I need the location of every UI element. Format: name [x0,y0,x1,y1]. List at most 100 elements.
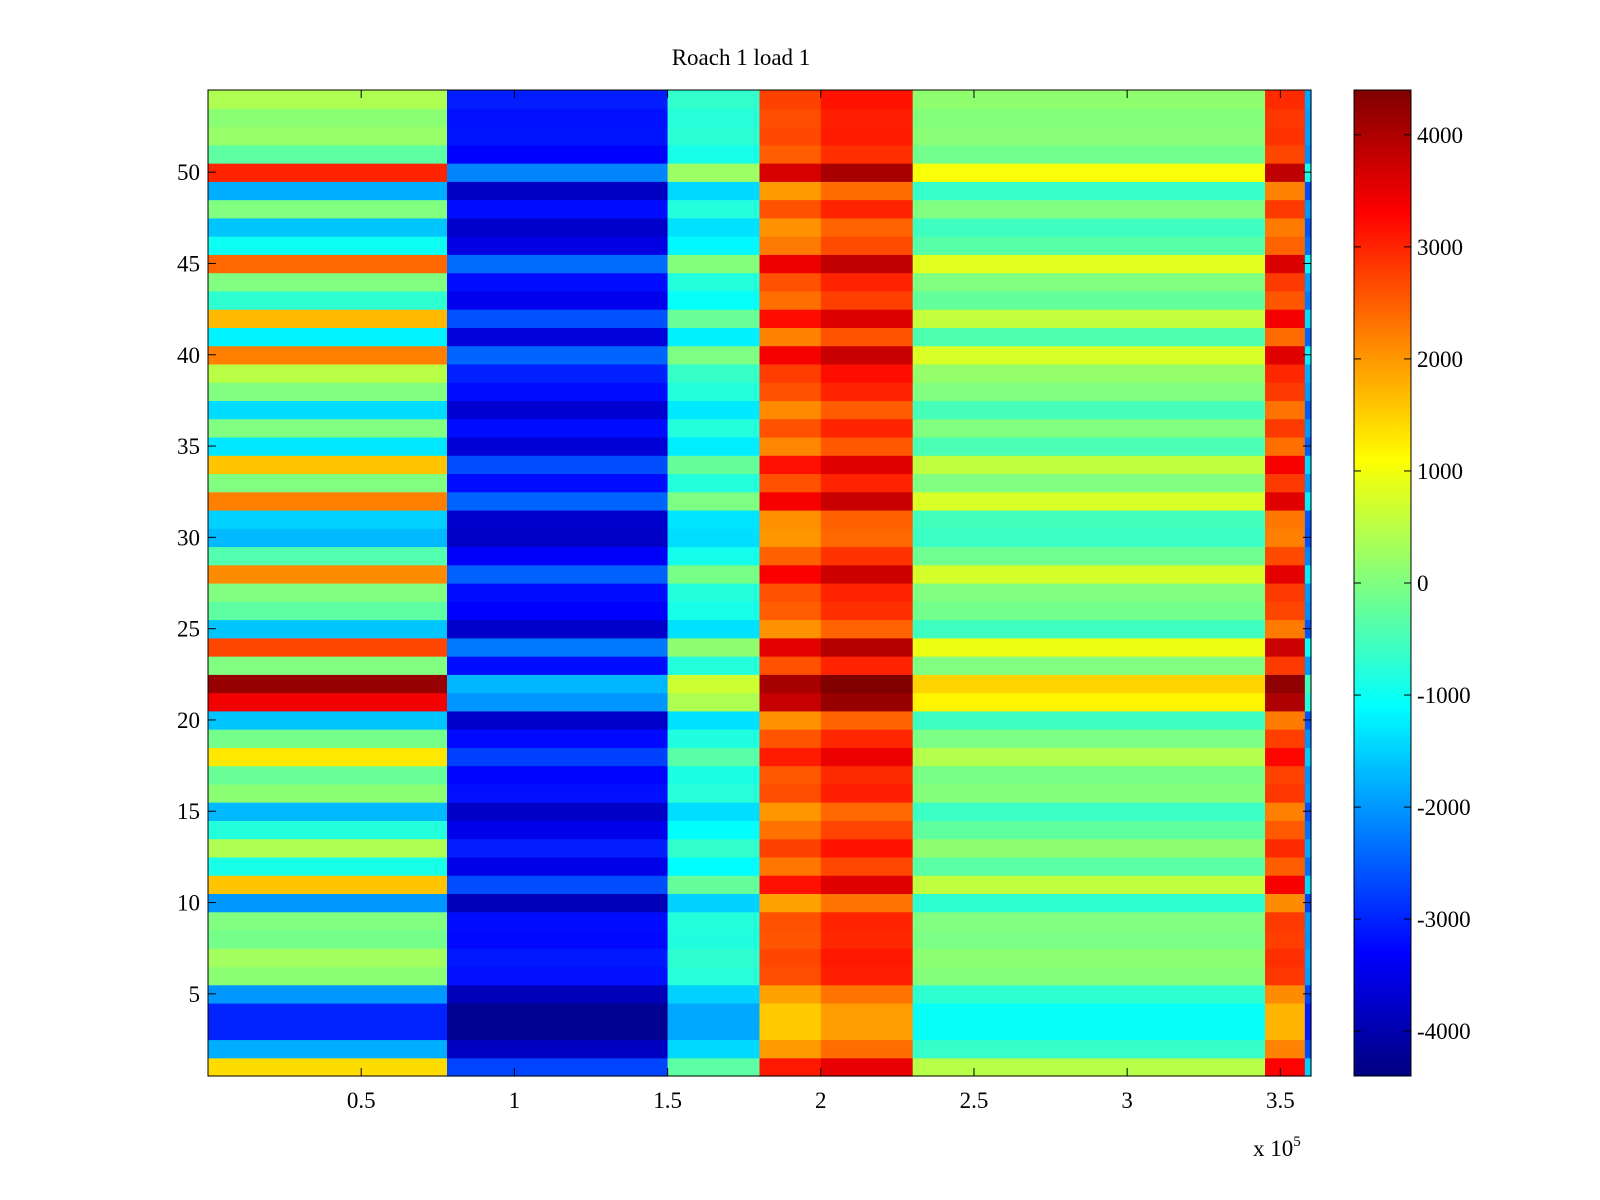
heatmap-cell [820,272,914,292]
heatmap-cell [759,856,822,876]
heatmap-cell [667,163,761,182]
heatmap-cell [1265,1039,1306,1059]
heatmap-cell [1265,893,1306,913]
y-tick-label: 50 [177,160,200,185]
heatmap-cell [208,236,448,255]
heatmap-cell [912,163,1266,182]
heatmap-cell [759,838,822,858]
heatmap-cell [208,619,448,639]
heatmap-cell [912,929,1266,949]
heatmap-cell [446,546,669,566]
heatmap-cell [1265,619,1306,639]
heatmap-cell [667,363,761,383]
heatmap-cell [667,455,761,475]
heatmap-cell [759,820,822,840]
heatmap-cell [446,199,669,219]
heatmap-cell [667,272,761,292]
heatmap-cell [208,1021,448,1041]
heatmap-cell [759,363,822,383]
colorbar [1353,89,1412,1077]
heatmap-cell [759,1039,822,1059]
heatmap-cell [446,309,669,328]
heatmap-cell [1304,217,1312,237]
heatmap-cell [820,984,914,1004]
heatmap-cell [1265,966,1306,986]
heatmap-cell [446,911,669,931]
heatmap-cell [912,966,1266,986]
heatmap-cell [759,163,822,182]
heatmap-cell [1304,108,1312,128]
heatmap-cell [759,564,822,584]
heatmap-cell [208,509,448,529]
heatmap-cell [759,455,822,475]
heatmap-cell [667,90,761,109]
heatmap-cell [820,491,914,511]
heatmap-cell [912,820,1266,840]
heatmap-cell [208,126,448,146]
heatmap-cell [208,491,448,511]
heatmap-cell [759,966,822,986]
heatmap-cell [912,984,1266,1004]
y-tick-label: 25 [177,617,200,642]
heatmap-cell [759,345,822,365]
heatmap-cell [1265,144,1306,164]
heatmap-cell [820,1021,914,1041]
heatmap-cell [667,729,761,748]
heatmap-cell [446,820,669,840]
heatmap-cell [820,217,914,237]
heatmap-cell [208,929,448,949]
heatmap-cell [446,838,669,858]
heatmap-cell [667,820,761,840]
heatmap-cell [820,729,914,748]
heatmap-cell [820,966,914,986]
heatmap-cell [446,108,669,128]
heatmap-cell [667,856,761,876]
heatmap-cell [820,692,914,712]
heatmap-cell [1265,692,1306,712]
heatmap-cell [912,1057,1266,1077]
heatmap-cell [820,820,914,840]
heatmap-cell [1265,272,1306,292]
heatmap-cell [759,108,822,128]
heatmap-cell [667,418,761,438]
y-tick-label: 40 [177,343,200,368]
heatmap-cell [820,856,914,876]
heatmap-cell [1265,290,1306,310]
heatmap-cell [1265,601,1306,621]
plot-area-frame [207,89,1312,1077]
heatmap-cell [446,601,669,621]
heatmap-cell [446,948,669,968]
heatmap-cell [912,911,1266,931]
heatmap-cell [759,729,822,748]
heatmap-cell [1304,290,1312,310]
heatmap-cell [208,674,448,694]
heatmap-cell [820,783,914,803]
x-tick-label: 0.5 [347,1088,376,1113]
x-tick-label: 1 [509,1088,521,1113]
heatmap-cell [1265,363,1306,383]
heatmap-cell [1265,509,1306,529]
heatmap-cell [820,309,914,328]
heatmap-cell [446,509,669,529]
heatmap-cell [1265,875,1306,895]
heatmap-cell [759,619,822,639]
heatmap-cell [667,948,761,968]
colorbar-axis: -4000 -3000 -2000 -1000 0 1000 2000 3000 4000 [1354,123,1471,1044]
heatmap-cell [1304,272,1312,292]
heatmap-cell [667,656,761,675]
heatmap-cell [759,418,822,438]
heatmap-cell [1304,546,1312,566]
heatmap-cell [446,418,669,438]
heatmap-cell [1265,838,1306,858]
heatmap-cell [446,783,669,803]
heatmap-cell [1265,984,1306,1004]
heatmap-cell [1304,765,1312,785]
heatmap-cell [667,966,761,986]
heatmap-cell [446,1039,669,1059]
heatmap-cell [820,473,914,493]
x-exponent-base: x 10 [1253,1136,1293,1161]
heatmap-cell [759,290,822,310]
heatmap-cell [446,528,669,548]
heatmap-cell [759,90,822,109]
heatmap-cell [667,929,761,949]
